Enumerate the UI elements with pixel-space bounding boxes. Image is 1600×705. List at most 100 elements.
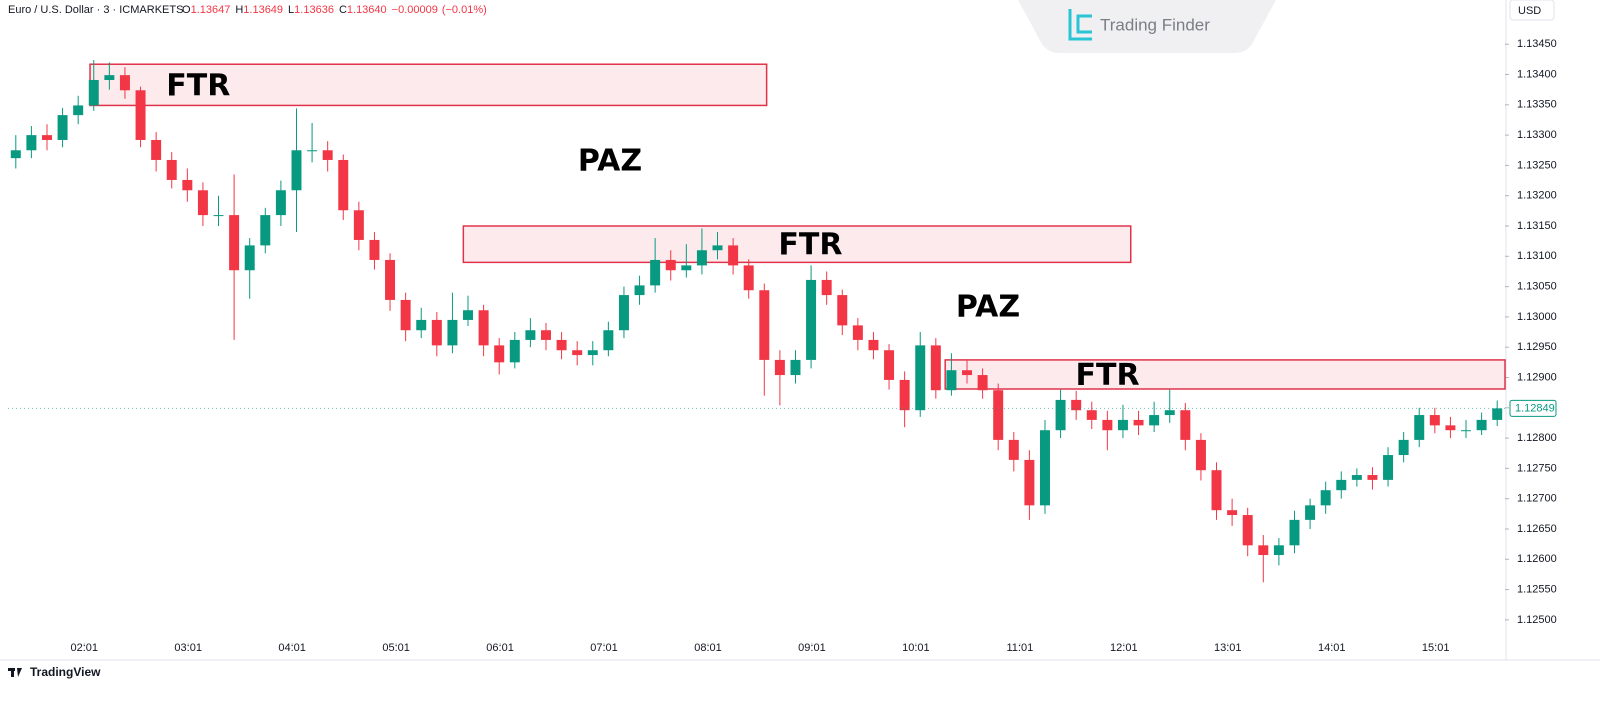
candle-body: [712, 245, 723, 251]
candle-body: [1055, 399, 1066, 431]
candle-body: [540, 330, 551, 340]
candle-body: [291, 150, 302, 191]
candle-body: [899, 379, 910, 411]
x-tick-label: 12:01: [1110, 642, 1138, 654]
candle-body: [1492, 408, 1503, 420]
candle-body: [1039, 430, 1050, 506]
candle-body: [993, 390, 1004, 440]
candle-body: [681, 265, 692, 271]
ohlc-letter: O: [182, 4, 191, 16]
candle-body: [1149, 415, 1160, 426]
ftr-zone: [462, 225, 1132, 264]
candle-body: [322, 150, 333, 160]
candle-body: [696, 250, 707, 266]
ohlc-value: 1.13640: [347, 4, 387, 16]
candle-body: [977, 375, 988, 391]
brand-name: Trading Finder: [1100, 15, 1210, 34]
candle-body: [759, 290, 770, 360]
y-tick-label: 1.13050: [1517, 281, 1557, 293]
ohlc-letter: H: [235, 4, 243, 16]
y-tick-label: 1.13200: [1517, 190, 1557, 202]
candle-body: [1227, 510, 1238, 516]
candle-body: [104, 75, 115, 80]
candle-body: [88, 79, 99, 106]
ohlc-value: 1.13649: [243, 4, 283, 16]
ftr-zone: [944, 359, 1506, 390]
candle-body: [1117, 419, 1128, 431]
x-tick-label: 11:01: [1007, 642, 1034, 654]
y-tick-label: 1.13250: [1517, 159, 1557, 171]
candle-body: [743, 265, 754, 291]
candle-body: [821, 279, 832, 296]
candle-body: [135, 90, 146, 140]
last-price-box: [1509, 399, 1557, 417]
candle-body: [385, 259, 396, 300]
candle-body: [884, 350, 895, 380]
footer-logo: [8, 668, 22, 677]
candle-body: [837, 295, 848, 326]
paz-label: PAZ: [578, 144, 642, 179]
candle-body: [930, 345, 941, 391]
candle-body: [182, 179, 193, 191]
candle-body: [572, 350, 583, 356]
footer-brand: TradingView: [30, 665, 101, 679]
candle-body: [1133, 419, 1144, 426]
y-tick-label: 1.13400: [1517, 68, 1557, 80]
candle-body: [151, 139, 162, 160]
candle-body: [728, 245, 739, 266]
candle-body: [1461, 430, 1472, 432]
candle-body: [1398, 439, 1409, 456]
x-tick-label: 06:01: [486, 642, 514, 654]
brand-logo: [1068, 9, 1092, 41]
ftr-zone: [89, 63, 768, 107]
y-tick-label: 1.12650: [1517, 523, 1557, 535]
y-tick-label: 1.13100: [1517, 250, 1557, 262]
candle-body: [307, 150, 318, 152]
x-tick-label: 10:01: [902, 642, 930, 654]
candle-body: [852, 325, 863, 340]
candle-body: [244, 245, 255, 271]
candle-body: [10, 150, 21, 159]
candle-body: [400, 299, 411, 331]
y-tick-label: 1.12800: [1517, 432, 1557, 444]
candle-body: [556, 339, 567, 351]
candle-body: [73, 105, 84, 116]
currency: USD: [1518, 5, 1541, 17]
candle-body: [1383, 455, 1394, 480]
candle-body: [525, 330, 536, 340]
y-tick-label: 1.13450: [1517, 38, 1557, 50]
ohlc-value: 1.13647: [191, 4, 231, 16]
y-tick-label: 1.12900: [1517, 371, 1557, 383]
candle-body: [197, 190, 208, 216]
candle-body: [1476, 419, 1487, 431]
x-tick-label: 09:01: [798, 642, 826, 654]
candle-body: [353, 210, 364, 240]
x-tick-label: 05:01: [382, 642, 410, 654]
change: −0.00009: [392, 4, 438, 16]
candle-body: [213, 215, 224, 217]
last-price-label: 1.12849: [1515, 402, 1555, 414]
candle-body: [1195, 439, 1206, 471]
candle-body: [1180, 410, 1191, 440]
candle-body: [665, 259, 676, 271]
zone-label: FTR: [778, 228, 842, 263]
candle-body: [509, 339, 520, 363]
y-tick-label: 1.13000: [1517, 311, 1557, 323]
ohlc-legend: O1.13647 H1.13649 L1.13636 C1.13640 −0.00009…: [182, 4, 487, 16]
candle-body: [1305, 505, 1316, 520]
candle-body: [650, 259, 661, 286]
candle-body: [494, 345, 505, 363]
currency-box: [1509, 0, 1555, 21]
candle-body: [618, 295, 629, 331]
candle-body: [463, 310, 474, 320]
x-tick-label: 03:01: [174, 642, 202, 654]
y-tick-label: 1.12550: [1517, 583, 1557, 595]
candle-body: [806, 279, 817, 360]
y-tick-label: 1.12950: [1517, 341, 1557, 353]
candle-body: [229, 215, 240, 271]
candle-body: [1024, 459, 1035, 506]
candle-body: [57, 115, 68, 140]
change-pct: (−0.01%): [442, 4, 487, 16]
